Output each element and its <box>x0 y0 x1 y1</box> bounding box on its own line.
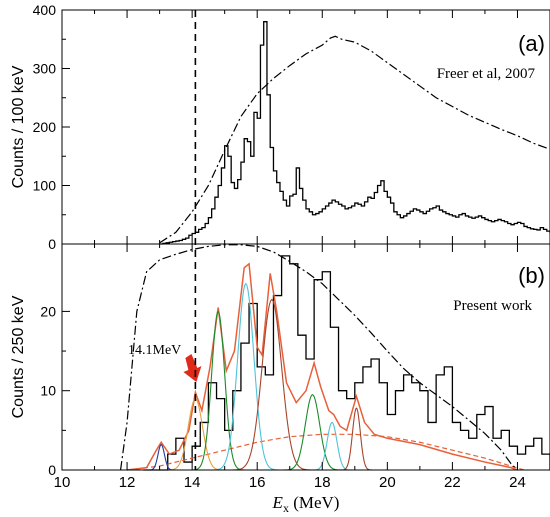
y-tick-label: 400 <box>33 2 57 18</box>
panel-b-annotation: Present work <box>453 298 532 314</box>
peak-component-5 <box>232 298 311 471</box>
panel-a-ylabel: Counts / 100 keV <box>10 65 27 188</box>
callout-arrow <box>183 354 202 382</box>
panel-a-annotation: Freer et al, 2007 <box>437 66 536 82</box>
x-axis-label: Ex (MeV) <box>272 493 340 515</box>
x-tick-label: 22 <box>444 474 461 491</box>
efficiency-dash-dot <box>119 244 518 471</box>
peak-component-1 <box>148 443 175 471</box>
x-tick-label: 18 <box>314 474 331 491</box>
y-tick-label: 100 <box>33 178 57 194</box>
curve-dash-dot <box>159 35 550 244</box>
x-axis: 10 12 14 16 18 20 22 24 <box>54 474 526 491</box>
x-tick-label: 16 <box>249 474 266 491</box>
panel-b-frame <box>61 243 550 471</box>
peak-component-3 <box>192 310 245 471</box>
x-tick-label: 14 <box>184 474 201 491</box>
panel-b-tag: (b) <box>518 263 545 288</box>
callout-label: 14.1MeV <box>128 343 181 358</box>
panel-b-ylabel: Counts / 250 keV <box>10 295 27 418</box>
peak-component-4 <box>213 282 279 471</box>
y-tick-label: 10 <box>40 383 56 399</box>
peak-component-6 <box>283 394 342 471</box>
y-tick-label: 300 <box>33 61 57 77</box>
y-tick-label: 0 <box>48 462 56 478</box>
peak-component-8 <box>340 407 373 471</box>
x-tick-label: 12 <box>119 474 136 491</box>
y-tick-label: 200 <box>33 119 57 135</box>
y-tick-label: 20 <box>40 303 56 319</box>
histogram-series <box>159 21 550 245</box>
panel-a-tag: (a) <box>518 31 545 56</box>
panel-a: 0 100 200 300 400 (a) Freer et al, 2007 Coun… <box>10 2 550 252</box>
histogram-series <box>143 255 550 471</box>
x-tick-label: 24 <box>509 474 526 491</box>
x-tick-label: 10 <box>54 474 71 491</box>
x-tick-label: 20 <box>379 474 396 491</box>
total-fit-solid <box>126 262 518 471</box>
y-tick-label: 0 <box>48 236 56 252</box>
